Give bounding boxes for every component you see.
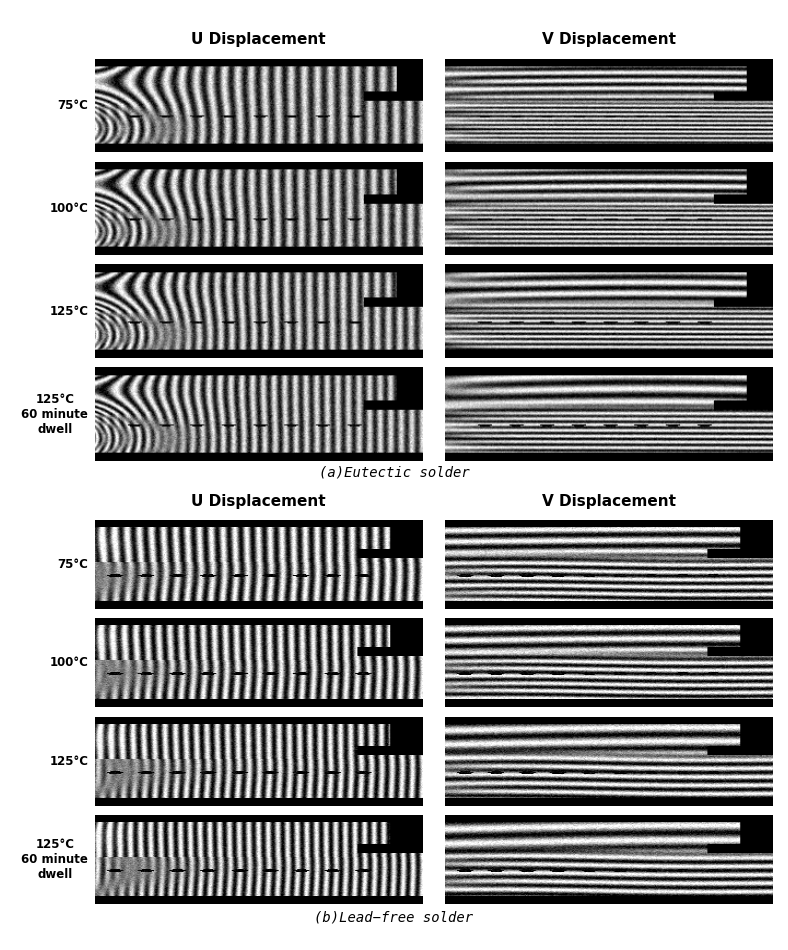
Text: 75°C: 75°C [58, 558, 88, 571]
Text: V Displacement: V Displacement [541, 494, 676, 509]
Text: 100°C: 100°C [50, 201, 88, 215]
Text: 125°C
60 minute
dwell: 125°C 60 minute dwell [21, 839, 88, 882]
Text: 125°C: 125°C [50, 755, 88, 768]
Text: 125°C: 125°C [50, 305, 88, 317]
Text: 125°C
60 minute
dwell: 125°C 60 minute dwell [21, 392, 88, 435]
Text: 100°C: 100°C [50, 656, 88, 670]
Text: (a)Eutectic solder: (a)Eutectic solder [318, 466, 470, 479]
Text: U Displacement: U Displacement [191, 32, 325, 47]
Text: (b)Lead−free solder: (b)Lead−free solder [314, 911, 474, 924]
Text: V Displacement: V Displacement [541, 32, 676, 47]
Text: U Displacement: U Displacement [191, 494, 325, 509]
Text: 75°C: 75°C [58, 99, 88, 112]
